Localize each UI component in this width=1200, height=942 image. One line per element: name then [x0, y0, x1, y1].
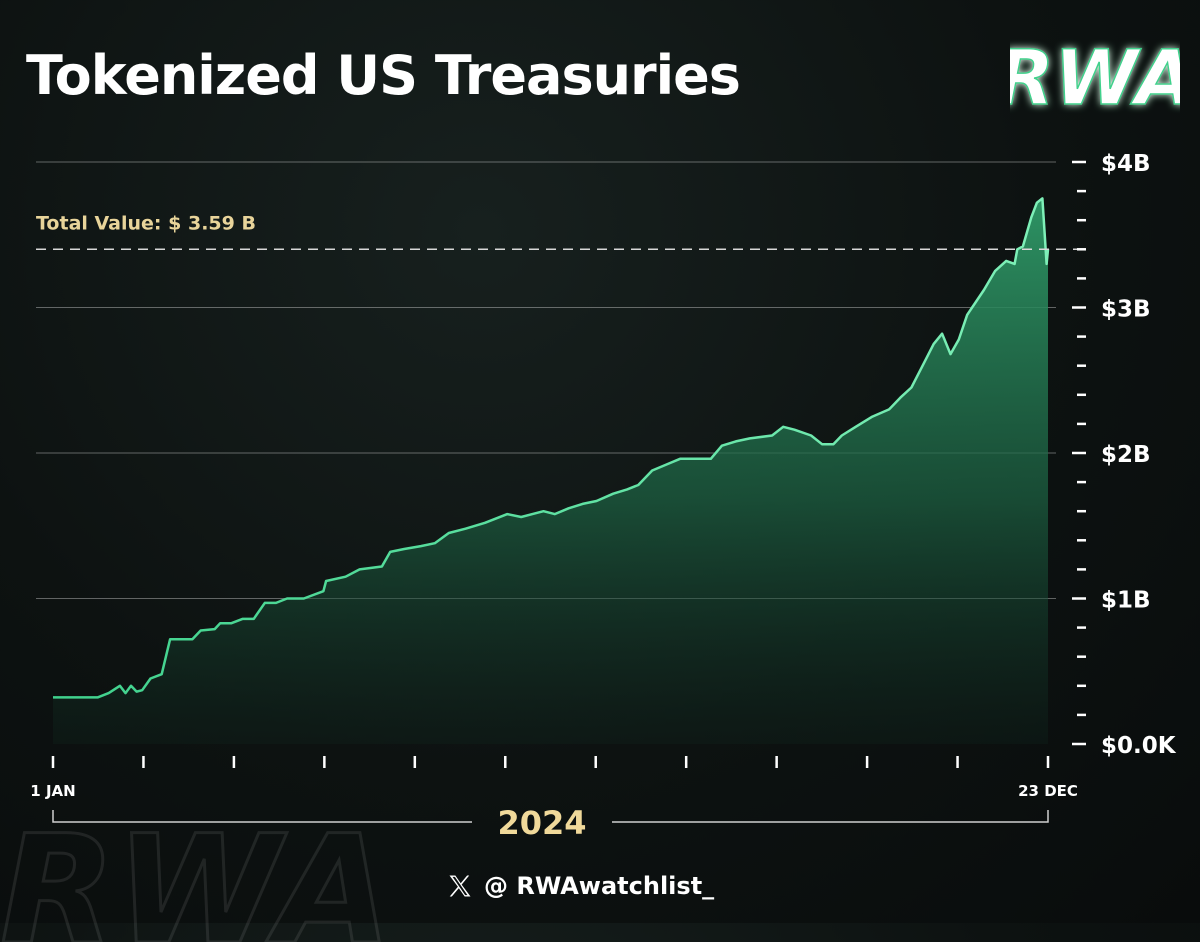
social-handle: @ RWAwatchlist_: [446, 866, 714, 906]
y-tick-label: $3B: [1101, 297, 1151, 323]
x-start-label: 1 JAN: [30, 782, 75, 800]
total-value-annotation: Total Value: $ 3.59 B: [36, 212, 256, 234]
chart-title: Tokenized US Treasuries: [26, 44, 741, 107]
rwa-watermark: RWA: [0, 812, 393, 942]
area-chart: Total Value: $ 3.59 B $0.0K$1B$2B$3B$4B …: [30, 151, 1177, 842]
rwa-logo: RWA: [1010, 36, 1180, 118]
y-tick-label: $2B: [1101, 442, 1151, 468]
rwa-watermark-text: RWA: [0, 812, 392, 942]
year-label: 2024: [497, 804, 586, 842]
year-bracket: [52, 810, 1049, 823]
y-tick-label: $4B: [1101, 151, 1151, 177]
x-axis: [51, 756, 1050, 768]
y-tick-label: $1B: [1101, 588, 1151, 614]
rwa-logo-text: RWA: [1010, 36, 1180, 118]
x-logo-icon: [449, 875, 471, 897]
y-axis: $0.0K $1B $2B $3B $4B: [1072, 151, 1177, 759]
handle-text: @ RWAwatchlist_: [484, 872, 715, 900]
y-tick-label: $0.0K: [1101, 733, 1177, 759]
series-line: [53, 197, 1050, 699]
series-area: [53, 198, 1048, 744]
x-end-label: 23 DEC: [1018, 782, 1078, 800]
